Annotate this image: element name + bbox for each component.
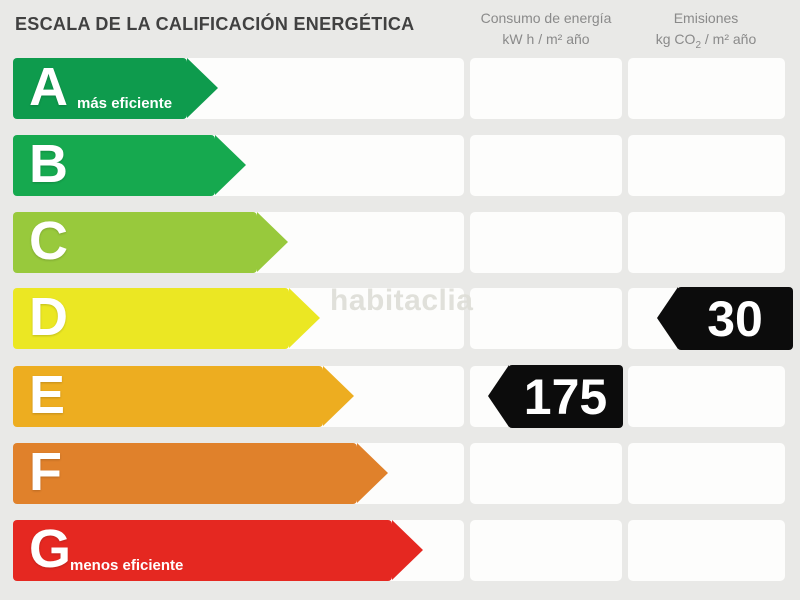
emisiones-column-header: Emisiones kg CO2 / m² año xyxy=(622,8,790,56)
consumo-column-header: Consumo de energía kW h / m² año xyxy=(466,8,626,50)
emisiones-header-line2: kg CO2 / m² año xyxy=(622,29,790,56)
rating-row-a: A más eficiente xyxy=(0,58,800,119)
indicator-body: 30 xyxy=(677,287,793,350)
page-title: ESCALA DE LA CALIFICACIÓN ENERGÉTICA xyxy=(15,14,415,34)
consumo-value: 175 xyxy=(523,368,608,425)
rating-letter: C xyxy=(29,210,68,271)
arrow-tip-icon xyxy=(357,443,388,503)
indicator-left-arrow-icon xyxy=(488,365,509,427)
emisiones-header-line1: Emisiones xyxy=(673,10,739,26)
rating-arrow-b: B xyxy=(13,133,246,196)
rating-arrow-a: A más eficiente xyxy=(13,56,218,119)
indicator-body: 175 xyxy=(508,365,623,428)
rating-bar-track: C xyxy=(13,212,464,273)
rating-bar-track: F xyxy=(13,443,464,504)
arrow-tip-icon xyxy=(187,58,218,118)
rating-bar-track: B xyxy=(13,135,464,196)
rating-letter: A xyxy=(29,56,68,117)
emisiones-unit-sub: 2 xyxy=(695,39,701,51)
efficiency-label-least: menos eficiente xyxy=(70,557,184,574)
rating-arrow-e: E xyxy=(13,364,354,427)
rating-letter: F xyxy=(29,441,62,502)
emisiones-value: 30 xyxy=(707,290,763,347)
rating-letter: E xyxy=(29,364,66,425)
rating-row-f: F xyxy=(0,443,800,504)
emisiones-cell xyxy=(628,366,785,427)
arrow-tip-icon xyxy=(289,288,320,348)
emisiones-cell xyxy=(628,212,785,273)
rating-bar-track: G menos eficiente xyxy=(13,520,464,581)
emisiones-cell xyxy=(628,135,785,196)
consumo-cell xyxy=(470,520,622,581)
arrow-tip-icon xyxy=(257,212,288,272)
indicator-left-arrow-icon xyxy=(657,287,678,349)
rating-row-c: C xyxy=(0,212,800,273)
rating-bar-track: A más eficiente xyxy=(13,58,464,119)
consumo-header-line1: Consumo de energía xyxy=(480,10,612,26)
rating-arrow-d: D xyxy=(13,286,320,349)
emisiones-cell xyxy=(628,443,785,504)
rating-letter: D xyxy=(29,286,68,347)
arrow-tip-icon xyxy=(323,366,354,426)
consumo-cell xyxy=(470,443,622,504)
consumo-header-line2: kW h / m² año xyxy=(502,31,590,47)
rating-arrow-c: C xyxy=(13,210,288,273)
consumo-cell xyxy=(470,58,622,119)
rating-letter: B xyxy=(29,133,68,194)
emisiones-unit-pre: kg CO xyxy=(655,31,696,47)
emisiones-value-indicator: 30 xyxy=(657,287,793,350)
rating-arrow-g: G menos eficiente xyxy=(13,518,423,581)
consumo-cell xyxy=(470,288,622,349)
rating-row-b: B xyxy=(0,135,800,196)
rating-row-g: G menos eficiente xyxy=(0,520,800,581)
consumo-value-indicator: 175 xyxy=(488,365,623,428)
rating-row-d: D 30 xyxy=(0,287,800,350)
rating-bar-track: D xyxy=(13,288,464,349)
emisiones-cell xyxy=(628,58,785,119)
emisiones-cell xyxy=(628,520,785,581)
emisiones-cell: 30 xyxy=(628,287,793,350)
consumo-cell: 175 xyxy=(470,365,623,428)
arrow-tip-icon xyxy=(392,520,423,580)
rating-bar-track: E xyxy=(13,366,464,427)
rating-arrow-f: F xyxy=(13,441,388,504)
rating-row-e: E 175 xyxy=(0,365,800,428)
efficiency-label-most: más eficiente xyxy=(77,95,173,112)
emisiones-unit-post: / m² año xyxy=(701,31,757,47)
arrow-tip-icon xyxy=(215,135,246,195)
consumo-cell xyxy=(470,135,622,196)
consumo-cell xyxy=(470,212,622,273)
rating-letter: G xyxy=(29,518,72,579)
